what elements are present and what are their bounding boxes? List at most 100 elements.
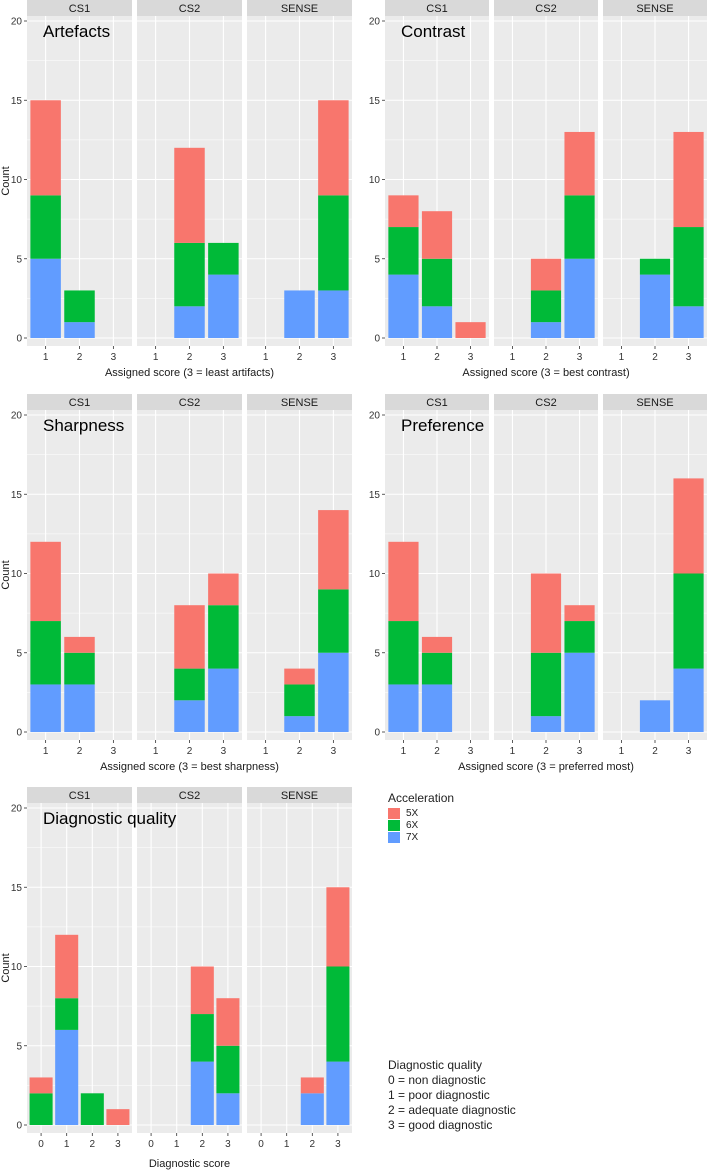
bar-segment-7x (30, 258, 61, 338)
facet-cs2: CS2 1 2 3 (494, 394, 598, 757)
bar-segment-6x (388, 621, 419, 685)
x-tick-label: 1 (153, 352, 159, 363)
facet-strip (494, 0, 598, 16)
x-tick-label: 2 (77, 352, 83, 363)
x-tick-label: 3 (577, 746, 583, 757)
bar-segment-5x (190, 966, 214, 1015)
y-tick-label: 15 (369, 96, 381, 107)
x-tick-label: 1 (510, 352, 516, 363)
x-tick-label: 1 (263, 352, 269, 363)
bar-segment-6x (284, 684, 315, 717)
bar-segment-6x (673, 573, 704, 669)
x-tick-label: 1 (64, 1139, 70, 1150)
y-tick-label: 15 (11, 883, 23, 894)
facet-strip-label: SENSE (636, 397, 673, 409)
y-tick-label: 20 (369, 17, 381, 28)
panel-title: Artefacts (43, 22, 110, 41)
x-tick-label: 3 (111, 746, 117, 757)
bar-segment-5x (455, 322, 486, 338)
bar-segment-6x (421, 258, 453, 307)
x-axis-title: Diagnostic score (149, 1158, 230, 1170)
x-tick-label: 1 (401, 352, 407, 363)
facet-strip-label: CS2 (535, 397, 556, 409)
x-tick-label: 0 (258, 1139, 264, 1150)
x-tick-label: 3 (225, 1139, 231, 1150)
facet-cs1: CS1 1 2 3 (27, 0, 132, 363)
x-tick-label: 1 (284, 1139, 290, 1150)
x-tick-label: 1 (619, 746, 625, 757)
bar-segment-5x (106, 1109, 130, 1125)
y-tick-label: 10 (369, 569, 381, 580)
bar-segment-7x (174, 306, 205, 338)
bar-segment-5x (530, 258, 562, 291)
bar-segment-7x (174, 700, 205, 732)
bar-segment-5x (55, 934, 79, 999)
facet-strip (247, 0, 352, 16)
bar-segment-5x (29, 1077, 53, 1094)
y-tick-label: 10 (11, 962, 23, 973)
facet-strip (27, 0, 132, 16)
bar-segment-5x (673, 131, 704, 228)
bar-segment-7x (30, 684, 61, 732)
facet-strip (603, 0, 707, 16)
facet-cs1: CS1 1 2 3 (385, 394, 489, 757)
x-tick-label: 3 (577, 352, 583, 363)
y-tick-label: 10 (11, 569, 23, 580)
facet-strip (385, 0, 489, 16)
bar-segment-6x (174, 242, 205, 307)
bar-segment-5x (564, 605, 595, 622)
facet-strip-label: CS2 (179, 3, 200, 15)
facet-strip-label: SENSE (281, 790, 318, 802)
bar-segment-6x (208, 605, 239, 669)
bar-segment-7x (208, 274, 239, 338)
bar-segment-7x (530, 322, 562, 338)
facet-cs2: CS2 1 2 3 (494, 0, 598, 363)
bar-segment-5x (64, 636, 95, 653)
bar-segment-5x (326, 887, 350, 967)
facet-cs2: CS2 0 1 2 3 (137, 787, 242, 1150)
x-axis-title: Assigned score (3 = least artifacts) (105, 367, 274, 379)
y-tick-label: 15 (11, 96, 23, 107)
x-tick-label: 3 (111, 352, 117, 363)
y-tick-label: 10 (11, 175, 23, 186)
y-tick-label: 0 (374, 334, 380, 345)
bar-segment-6x (564, 621, 595, 653)
facet-strip (137, 0, 242, 16)
facet-strip (494, 394, 598, 410)
x-tick-label: 3 (468, 352, 474, 363)
acceleration-legend: Acceleration 5X 6X 7X (388, 791, 454, 843)
bar-segment-7x (673, 668, 704, 732)
bar-segment-5x (421, 636, 453, 653)
facet-sense: SENSE 1 2 3 (247, 0, 352, 363)
bar-segment-7x (300, 1093, 324, 1125)
x-tick-label: 2 (90, 1139, 96, 1150)
chart-artefacts: CS1 1 2 3 CS2 1 2 3 SENSE 1 2 3 0 5 10 15 20 Artefacts Ass… (0, 0, 352, 379)
bar-segment-6x (29, 1093, 53, 1125)
x-tick-label: 3 (221, 746, 227, 757)
facet-strip-label: CS1 (426, 3, 447, 15)
x-tick-label: 1 (43, 352, 49, 363)
bar-segment-6x (216, 1045, 240, 1094)
x-tick-label: 0 (148, 1139, 154, 1150)
legend-item-7x: 7X (388, 831, 454, 843)
bar-segment-5x (564, 131, 595, 196)
facet-strip (137, 394, 242, 410)
bar-segment-6x (318, 195, 349, 291)
chart-preference: CS1 1 2 3 CS2 1 2 3 SENSE 1 2 3 0 5 10 15 20 Preference As… (369, 394, 707, 773)
dq-legend-title: Diagnostic quality (388, 1058, 483, 1072)
panel-title: Diagnostic quality (43, 809, 177, 828)
x-tick-label: 2 (434, 352, 440, 363)
bar-segment-6x (388, 227, 419, 275)
bar-segment-5x (388, 195, 419, 228)
y-tick-label: 0 (16, 728, 22, 739)
bar-segment-7x (388, 274, 419, 338)
bar-segment-6x (30, 621, 61, 685)
bar-segment-6x (318, 589, 349, 653)
bar-segment-7x (639, 700, 671, 732)
y-tick-label: 15 (11, 490, 23, 501)
y-tick-label: 5 (16, 648, 22, 659)
facet-cs2: CS2 1 2 3 (137, 0, 242, 363)
bar-segment-5x (530, 573, 562, 653)
bar-segment-6x (530, 652, 562, 717)
facet-strip (385, 394, 489, 410)
